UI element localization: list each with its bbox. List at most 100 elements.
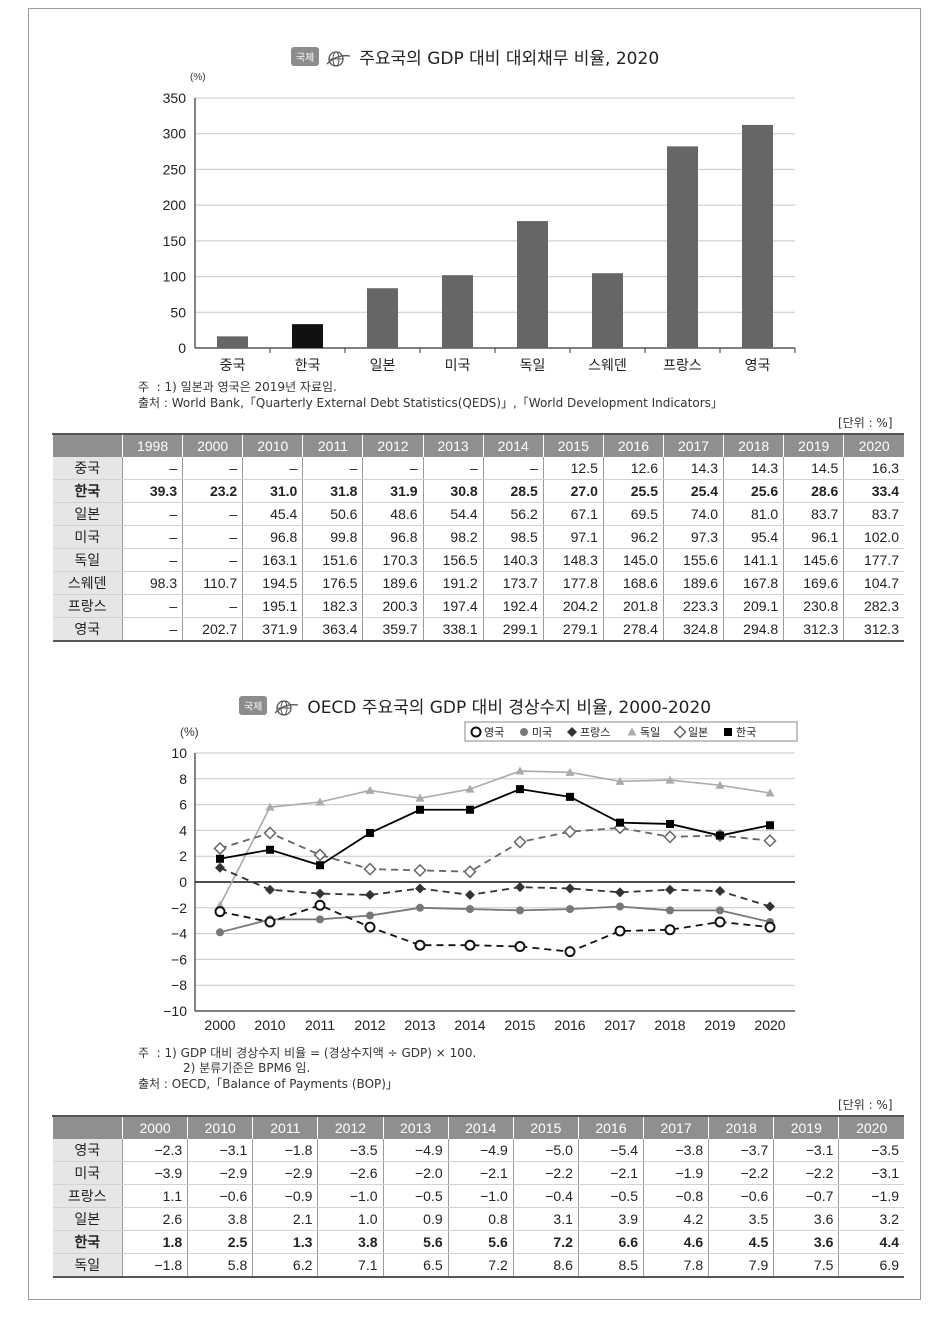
data-point — [463, 865, 477, 879]
table-cell: – — [482, 457, 544, 480]
x-tick-label: 독일 — [520, 357, 546, 373]
table-cell: 1.8 — [121, 1230, 188, 1254]
table-cell: 145.0 — [602, 548, 664, 572]
data-point — [764, 921, 776, 933]
x-tick-label: 2020 — [754, 1017, 785, 1033]
table-cell: −1.8 — [252, 1139, 318, 1162]
data-point — [566, 792, 574, 801]
table-cell: – — [121, 594, 183, 618]
x-tick-label: 프랑스 — [663, 357, 702, 373]
current-account-table: 2000 2010 2011 2012 2013 2014 2015 2016 2017 2018… — [52, 1115, 904, 1278]
y-tick-label: 200 — [163, 197, 187, 213]
x-tick-label: 2019 — [704, 1017, 735, 1033]
table-cell: 1.1 — [121, 1184, 188, 1208]
column-header: 2013 — [382, 1116, 449, 1139]
data-point — [665, 884, 675, 895]
column-header: 2015 — [542, 434, 604, 457]
data-point — [215, 862, 225, 873]
table-row: 중국 – – – – – – –12.5 12.6 14.3 14.3 14.5 16.3 — [52, 457, 904, 480]
column-header: 2000 — [121, 1116, 188, 1139]
table-cell: −3.8 — [642, 1139, 709, 1162]
table-row: 독일 – –163.1 151.6 170.3 156.5 140.3 148.3 145.0 1… — [52, 548, 904, 572]
y-tick-label: 4 — [179, 822, 187, 838]
row-label: 프랑스 — [52, 594, 123, 618]
series-독일 — [215, 766, 775, 909]
table-cell: – — [121, 502, 183, 526]
column-header: 2010 — [242, 434, 303, 457]
data-point — [765, 788, 775, 797]
table-cell: 5.6 — [382, 1230, 449, 1254]
y-tick-label: 50 — [170, 304, 186, 320]
bar-스웨덴 — [592, 273, 623, 348]
table-cell: 96.2 — [602, 525, 664, 549]
data-point — [465, 889, 475, 900]
table-cell: 230.8 — [783, 594, 844, 618]
y-tick-label: −2 — [171, 900, 187, 916]
table-cell: 338.1 — [422, 617, 484, 642]
data-point — [516, 785, 524, 794]
chart1-source: 출처 : World Bank,「Quarterly External Debt… — [138, 396, 723, 410]
table-cell: 7.2 — [512, 1230, 579, 1254]
table-row: 스웨덴 98.3 110.7 194.5 176.5 189.6 191.2 173.7 177… — [52, 571, 904, 595]
table-cell: −0.5 — [577, 1184, 644, 1208]
data-point — [414, 939, 426, 951]
column-header: 2013 — [422, 434, 484, 457]
y-tick-label: −4 — [171, 926, 187, 942]
row-label: 미국 — [52, 1161, 123, 1185]
table-cell: 6.2 — [252, 1253, 318, 1278]
x-tick-label: 2016 — [554, 1017, 585, 1033]
data-point — [664, 924, 676, 936]
table-cell: 28.5 — [482, 479, 544, 503]
data-point — [316, 861, 324, 870]
row-label: 영국 — [52, 1139, 123, 1162]
data-point — [716, 831, 724, 840]
table-cell: 148.3 — [542, 548, 604, 572]
table-cell: – — [182, 502, 243, 526]
table-cell: 67.1 — [542, 502, 604, 526]
table-cell: 31.9 — [362, 479, 424, 503]
table-cell: – — [242, 457, 303, 480]
table-cell: – — [422, 457, 484, 480]
data-point — [615, 887, 625, 898]
table-cell: −5.0 — [512, 1139, 579, 1162]
legend-label: 프랑스 — [580, 726, 610, 739]
data-point — [265, 884, 275, 895]
y-tick-label: 2 — [179, 848, 187, 864]
table-row: 일본 2.6 3.8 2.1 1.0 0.9 0.8 3.1 3.9 4.2 3.5 3.6 3.2 — [52, 1207, 904, 1231]
table-cell: – — [182, 457, 243, 480]
table-cell: −2.1 — [577, 1161, 644, 1185]
table-cell: 279.1 — [542, 617, 604, 642]
table-cell: 102.0 — [843, 525, 904, 549]
column-header: 2011 — [302, 434, 363, 457]
y-tick-label: 0 — [178, 340, 186, 356]
table-cell: 3.8 — [187, 1207, 253, 1231]
y-tick-label: 10 — [171, 745, 187, 761]
table-cell: 4.4 — [838, 1230, 904, 1254]
data-point — [364, 921, 376, 933]
table-cell: −2.2 — [773, 1161, 839, 1185]
column-header: 2010 — [187, 1116, 253, 1139]
table-cell: 25.6 — [723, 479, 784, 503]
column-header: 2014 — [482, 434, 544, 457]
data-point — [265, 802, 275, 811]
table-cell: 140.3 — [482, 548, 544, 572]
table-cell: −2.0 — [382, 1161, 449, 1185]
data-point — [765, 901, 775, 912]
bar-프랑스 — [667, 146, 698, 348]
bar-미국 — [442, 275, 473, 348]
legend-label: 영국 — [484, 726, 504, 739]
column-header: 2000 — [182, 434, 243, 457]
column-header: 2017 — [642, 1116, 709, 1139]
table-cell: 282.3 — [843, 594, 904, 618]
table-cell: −1.0 — [317, 1184, 383, 1208]
series-line — [219, 904, 771, 953]
table-cell: 54.4 — [422, 502, 484, 526]
table-cell: 189.6 — [662, 571, 724, 595]
data-point — [564, 946, 576, 958]
table-cell: −0.5 — [382, 1184, 449, 1208]
table-cell: – — [182, 594, 243, 618]
table-cell: −2.2 — [708, 1161, 774, 1185]
table-cell: 8.6 — [512, 1253, 579, 1278]
data-point — [514, 941, 526, 952]
y-tick-label: 0 — [179, 874, 187, 890]
